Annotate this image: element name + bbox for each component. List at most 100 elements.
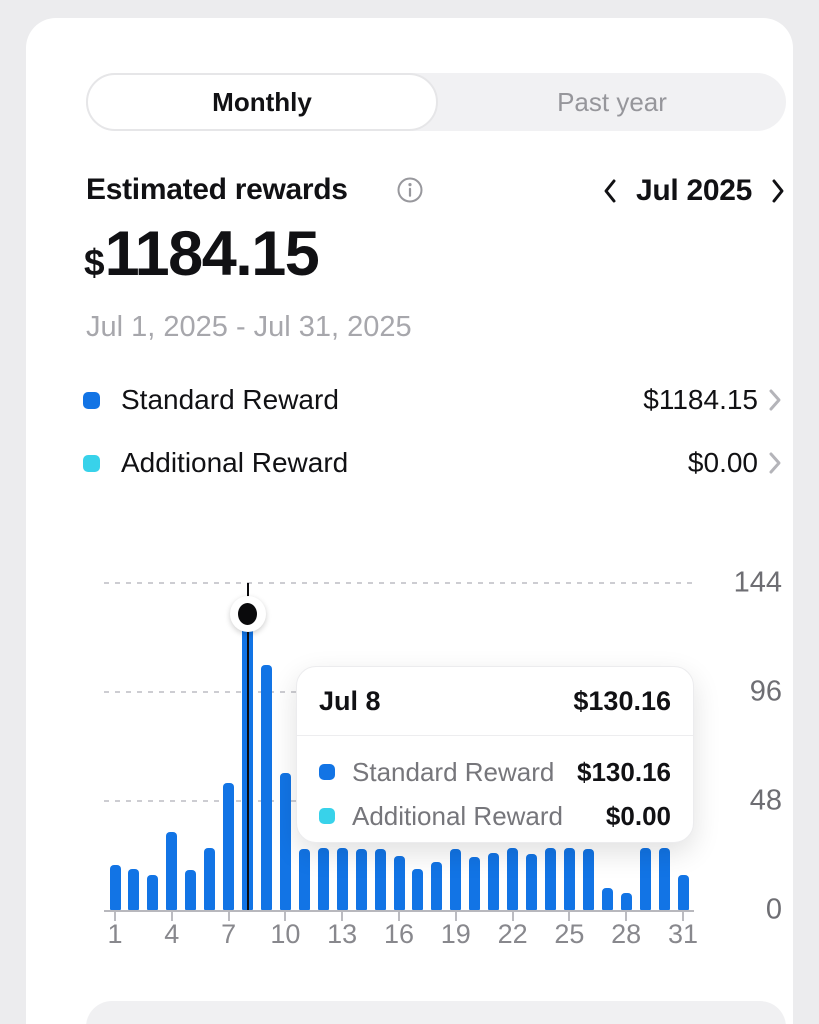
bar-day-15[interactable]	[374, 848, 386, 910]
x-tick-label-4: 4	[164, 919, 180, 949]
tooltip-standard-value: $130.16	[577, 756, 671, 787]
bar-day-12[interactable]	[317, 847, 329, 910]
bar-day-14[interactable]	[355, 849, 367, 910]
y-tick-label-0: 0	[765, 893, 782, 926]
tooltip-additional-label: Additional Reward	[352, 800, 564, 831]
standard-reward-swatch	[83, 391, 100, 409]
bar-day-25[interactable]	[563, 848, 575, 910]
bar-day-6[interactable]	[204, 847, 216, 910]
amount-value: 1184.15	[104, 219, 320, 289]
tab-past-year[interactable]: Past year	[438, 73, 786, 131]
bar-day-2[interactable]	[128, 869, 140, 910]
view-performance-button[interactable]: View performance	[86, 1001, 786, 1024]
selected-day-marker-dot[interactable]	[229, 596, 266, 633]
x-tick-label-22: 22	[497, 919, 528, 949]
x-tick-label-25: 25	[554, 919, 585, 949]
info-icon[interactable]	[396, 176, 424, 204]
standard-reward-swatch	[319, 764, 335, 780]
x-tick-label-1: 1	[107, 919, 123, 949]
tooltip-total: $130.16	[573, 685, 671, 716]
y-tick-label-144: 144	[733, 566, 782, 599]
bar-day-21[interactable]	[488, 852, 500, 910]
bar-day-26[interactable]	[582, 849, 594, 910]
bar-day-20[interactable]	[469, 856, 481, 910]
x-tick-10	[284, 912, 287, 921]
bar-day-7[interactable]	[223, 783, 235, 910]
prev-month-icon[interactable]	[602, 178, 618, 204]
bar-day-4[interactable]	[166, 832, 178, 910]
gridline-144	[104, 582, 694, 584]
bar-day-31[interactable]	[677, 874, 689, 910]
x-axis-labels: 1 4 7 10 13 16 19 22 25 28 31	[104, 919, 698, 951]
tab-monthly-label: Monthly	[212, 86, 312, 117]
bar-day-22[interactable]	[507, 848, 519, 910]
y-tick-label-96: 96	[749, 675, 782, 708]
bar-day-19[interactable]	[450, 849, 462, 910]
tooltip-header: Jul 8 $130.16	[297, 667, 693, 736]
period-segmented-control: Monthly Past year	[86, 73, 786, 131]
additional-reward-value: $0.00	[687, 447, 758, 478]
x-tick-13	[341, 912, 344, 921]
additional-reward-swatch	[319, 808, 335, 824]
standard-reward-value: $1184.15	[643, 384, 758, 415]
y-tick-label-48: 48	[749, 784, 782, 817]
x-tick-31	[682, 912, 684, 921]
tooltip-rows: Standard Reward $130.16 Additional Rewar…	[297, 736, 693, 838]
marker-dot-inner	[238, 603, 258, 626]
month-navigator: Jul 2025	[602, 173, 786, 209]
bar-day-27[interactable]	[601, 888, 613, 910]
next-month-icon[interactable]	[770, 178, 786, 204]
bar-day-3[interactable]	[147, 875, 159, 910]
x-tick-19	[454, 912, 457, 921]
bar-day-1[interactable]	[109, 865, 121, 910]
selected-day-marker-line	[246, 583, 249, 910]
standard-reward-label: Standard Reward	[121, 384, 339, 415]
bar-day-23[interactable]	[526, 853, 538, 910]
x-tick-4	[170, 912, 173, 921]
month-label: Jul 2025	[635, 174, 752, 207]
x-tick-label-19: 19	[440, 919, 471, 949]
tab-past-year-label: Past year	[557, 86, 667, 117]
tooltip-date: Jul 8	[319, 685, 381, 716]
x-tick-16	[398, 912, 400, 921]
rewards-card: Monthly Past year Estimated rewards Jul	[26, 18, 793, 1024]
tooltip-standard-row: Standard Reward $130.16	[319, 750, 671, 794]
bar-day-24[interactable]	[544, 848, 556, 910]
bar-day-28[interactable]	[620, 892, 632, 910]
amount-currency: $	[84, 242, 105, 283]
chevron-right-icon	[768, 451, 782, 475]
bar-day-9[interactable]	[260, 664, 272, 910]
bar-day-13[interactable]	[336, 847, 348, 910]
bar-day-16[interactable]	[393, 855, 405, 910]
standard-reward-row[interactable]: Standard Reward $1184.15	[83, 380, 786, 420]
bar-day-29[interactable]	[639, 848, 651, 910]
x-tick-label-28: 28	[611, 919, 642, 949]
x-tick-25	[568, 912, 571, 921]
bar-day-11[interactable]	[298, 849, 310, 910]
additional-reward-label: Additional Reward	[121, 447, 349, 478]
date-range: Jul 1, 2025 - Jul 31, 2025	[86, 311, 412, 343]
x-tick-1	[114, 912, 116, 921]
header-row: Estimated rewards Jul 2025	[86, 173, 786, 209]
bar-day-18[interactable]	[431, 861, 443, 910]
page-title: Estimated rewards	[86, 173, 348, 206]
bar-day-10[interactable]	[279, 772, 291, 910]
chevron-right-icon	[768, 388, 782, 412]
x-axis-line	[104, 910, 694, 912]
x-tick-22	[511, 912, 514, 921]
x-tick-label-16: 16	[383, 919, 415, 949]
x-tick-label-13: 13	[327, 919, 358, 949]
additional-reward-row[interactable]: Additional Reward $0.00	[83, 443, 786, 483]
view-performance-label: View performance	[303, 1018, 569, 1024]
bar-day-17[interactable]	[412, 868, 424, 910]
bar-day-30[interactable]	[658, 847, 670, 910]
tooltip-additional-row: Additional Reward $0.00	[319, 794, 671, 838]
additional-reward-swatch	[83, 454, 100, 472]
tooltip-additional-value: $0.00	[605, 800, 671, 831]
y-axis-labels: 0 48 96 144	[666, 567, 782, 928]
bar-day-5[interactable]	[185, 869, 197, 910]
tab-monthly[interactable]: Monthly	[86, 73, 438, 131]
x-tick-label-10: 10	[270, 919, 301, 949]
x-tick-label-31: 31	[667, 919, 699, 949]
